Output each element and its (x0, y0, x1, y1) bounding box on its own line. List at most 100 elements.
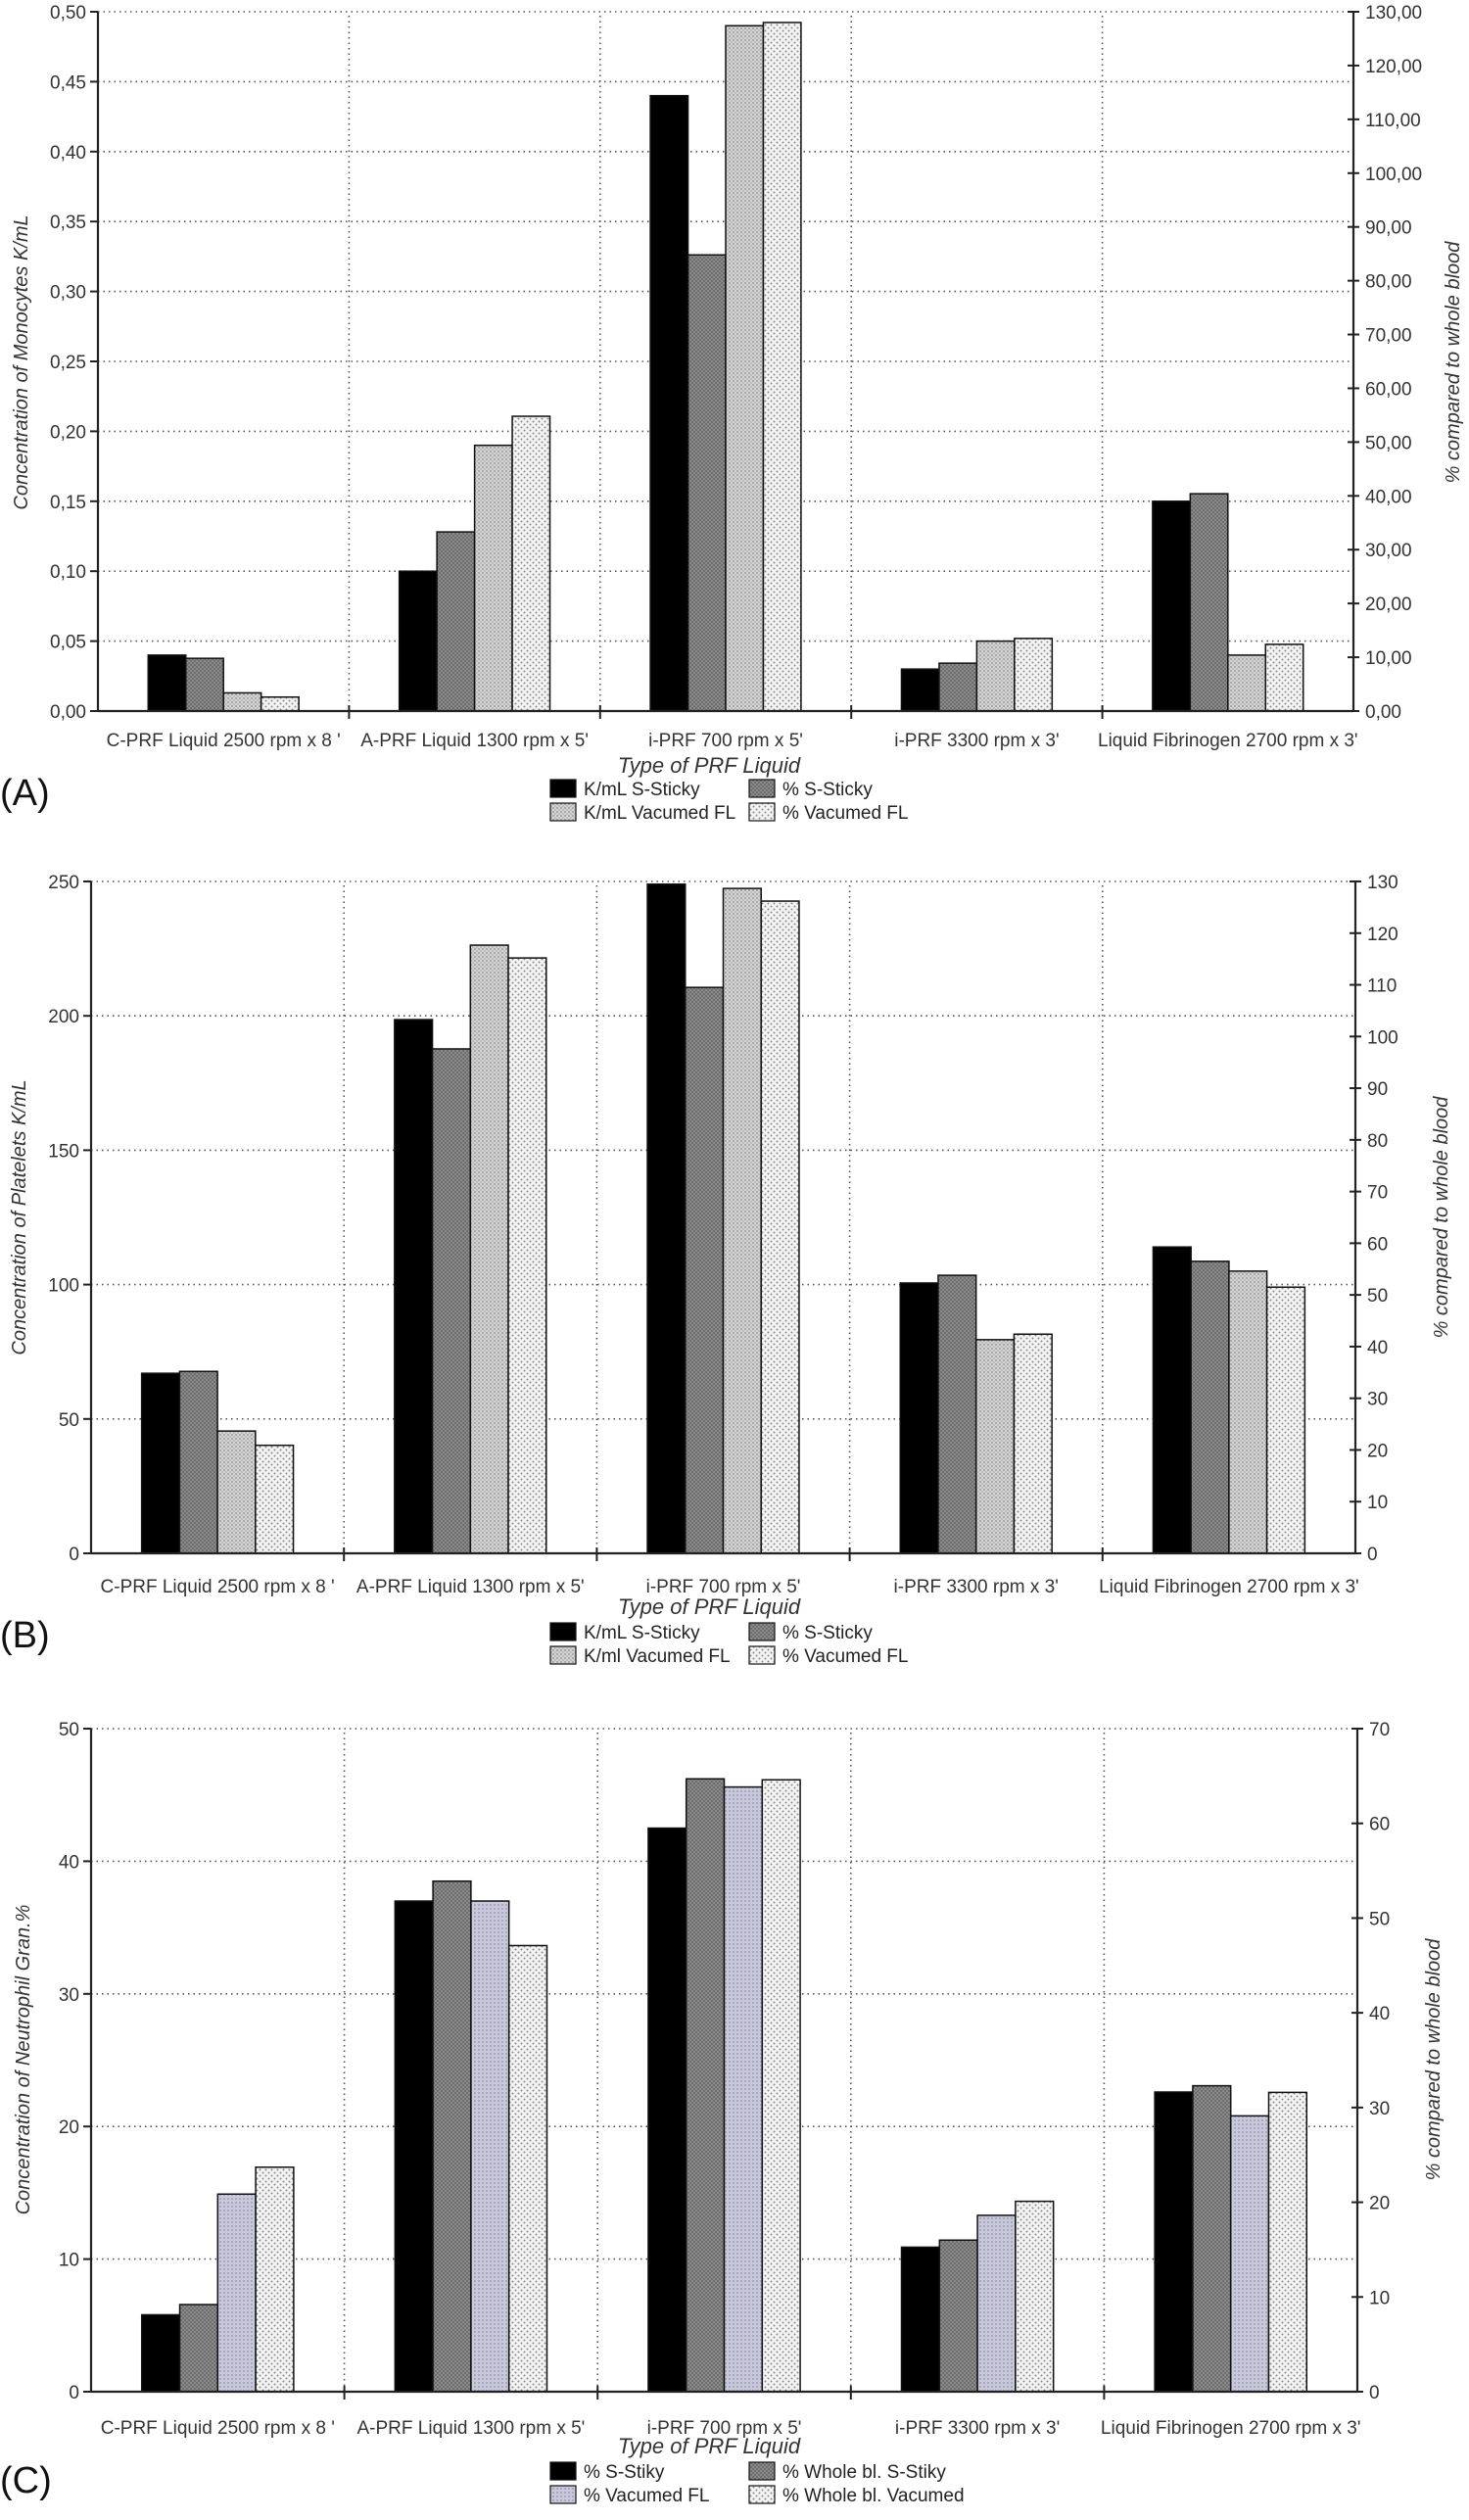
y2-tick-label: 120,00 (1365, 57, 1422, 77)
y-axis-title-b: Concentration of Platelets K/mL (9, 1079, 30, 1355)
y2-tick-label: 80 (1367, 1131, 1388, 1152)
legend-swatch (549, 2485, 577, 2504)
bar (255, 2166, 295, 2393)
chart-a: (A) Type of PRF Liquid Concentration of … (0, 214, 1464, 814)
x-tick-label: i-PRF 700 rpm x 5' (648, 731, 803, 751)
y-tick-label: 0,30 (50, 283, 86, 304)
chart-b-plot: 0 50 100 150 200 250 0 10 20 30 40 50 60 70 80 90 100 110… (48, 873, 1398, 1667)
y2-tick-label: 20,00 (1365, 594, 1412, 615)
y2-tick-label: 130,00 (1365, 3, 1422, 24)
legend-label: % Whole bl. S-Stiky (782, 2462, 946, 2483)
legend-label: % S-Sticky (782, 1623, 873, 1643)
bar (649, 94, 689, 712)
bar (900, 2246, 941, 2393)
y2-tick-label: 70 (1367, 1183, 1388, 1204)
legend-swatch (549, 2461, 577, 2481)
bar (147, 654, 187, 712)
legend-swatch (549, 802, 577, 822)
legend-label: % Vacumed FL (782, 1646, 908, 1667)
y2-tick-label: 60,00 (1365, 379, 1412, 400)
bar (1227, 654, 1267, 712)
y-tick-label: 0,50 (50, 3, 86, 24)
bar (685, 1778, 726, 2393)
x-axis-title-a: Type of PRF Liquid (618, 753, 801, 778)
bar (1267, 2091, 1308, 2393)
y-axis-title-a: Concentration of Monocytes K/mL (11, 214, 32, 509)
bar (899, 1282, 939, 1554)
x-tick-label: A-PRF Liquid 1300 rpm x 5' (356, 1577, 585, 1597)
bar (507, 957, 547, 1554)
y2-tick-label: 10 (1367, 1493, 1388, 1513)
legend-label: K/mL S-Sticky (584, 1623, 700, 1643)
y-tick-label: 40 (59, 1852, 79, 1873)
panel-label-b: (B) (0, 1615, 50, 1656)
bar (1265, 1286, 1306, 1554)
x-tick-label: i-PRF 3300 rpm x 3' (894, 731, 1059, 751)
bar (976, 2214, 1017, 2393)
chart-marks: 0,00 0,05 0,10 0,15 0,20 0,25 0,30 0,35 0,40 0,45… (48, 3, 1422, 2506)
bar (975, 640, 1016, 712)
y2-tick-label: 50,00 (1365, 433, 1412, 453)
y2-tick-label: 20 (1367, 1441, 1388, 1461)
legend-swatch (748, 1645, 776, 1665)
bar (473, 444, 513, 712)
chart-c: (C) Type of PRF Liquid Concentration of … (0, 1905, 1445, 2501)
y-tick-label: 0 (69, 1545, 79, 1565)
y-tick-label: 0,20 (50, 422, 86, 443)
y2-tick-label: 50 (1367, 1286, 1388, 1307)
y-tick-label: 0,15 (50, 493, 86, 513)
y2-tick-label: 0 (1369, 2383, 1380, 2403)
legend-label: % Vacumed FL (782, 803, 908, 824)
y-tick-label: 50 (59, 1720, 79, 1740)
legend-label: % S-Stiky (584, 2462, 665, 2483)
y2-tick-label: 90 (1367, 1079, 1388, 1100)
x-tick-label: i-PRF 3300 rpm x 3' (894, 1577, 1059, 1597)
y2-tick-label: 40 (1369, 2004, 1390, 2024)
y-tick-label: 0 (69, 2383, 79, 2403)
y2-tick-label: 90,00 (1365, 218, 1412, 239)
bar (762, 22, 802, 712)
bar (140, 2313, 181, 2393)
bar (974, 1339, 1016, 1554)
bar (687, 254, 727, 712)
y2-axis-title-b: % compared to whole blood (1431, 1096, 1452, 1339)
bar (178, 2304, 219, 2393)
y-tick-label: 30 (59, 1985, 79, 2006)
bar (937, 1274, 977, 1554)
y2-tick-label: 100 (1367, 1027, 1398, 1048)
y2-tick-label: 30,00 (1365, 541, 1412, 561)
y2-tick-label: 100,00 (1365, 165, 1422, 185)
bar (470, 1900, 510, 2393)
x-tick-label: i-PRF 700 rpm x 5' (647, 2418, 802, 2439)
bar (938, 662, 978, 712)
legend-label: K/mL S-Sticky (584, 780, 700, 800)
y2-axis-title-c: % compared to whole blood (1423, 1938, 1445, 2181)
x-axis-title-b: Type of PRF Liquid (618, 1594, 801, 1619)
y-tick-label: 0,10 (50, 562, 86, 583)
y-tick-label: 0,00 (50, 702, 86, 723)
legend-swatch (748, 779, 776, 798)
legend-swatch (748, 1622, 776, 1641)
bar (222, 691, 262, 712)
bar (216, 1430, 257, 1554)
bar (216, 2193, 257, 2393)
x-tick-label: C-PRF Liquid 2500 rpm x 8 ' (101, 1577, 335, 1597)
y-tick-label: 20 (59, 2117, 79, 2138)
bar (398, 570, 438, 712)
bar (431, 1048, 472, 1554)
bar (184, 657, 224, 712)
y2-tick-label: 120 (1367, 925, 1398, 945)
y-tick-label: 200 (48, 1007, 79, 1027)
y2-tick-label: 80,00 (1365, 272, 1412, 293)
chart-a-plot: 0,00 0,05 0,10 0,15 0,20 0,25 0,30 0,35 0,40 0,45… (50, 3, 1422, 824)
y2-tick-label: 20 (1369, 2194, 1390, 2214)
bar (938, 2239, 978, 2393)
y-axis-title-c: Concentration of Neutrophil Gran.% (13, 1905, 34, 2215)
y-tick-label: 0,35 (50, 213, 86, 233)
bar (394, 1019, 434, 1554)
y-tick-label: 0,45 (50, 72, 86, 93)
bar (432, 1879, 472, 2393)
legend-label: % S-Sticky (782, 780, 873, 800)
bar (507, 1944, 548, 2393)
